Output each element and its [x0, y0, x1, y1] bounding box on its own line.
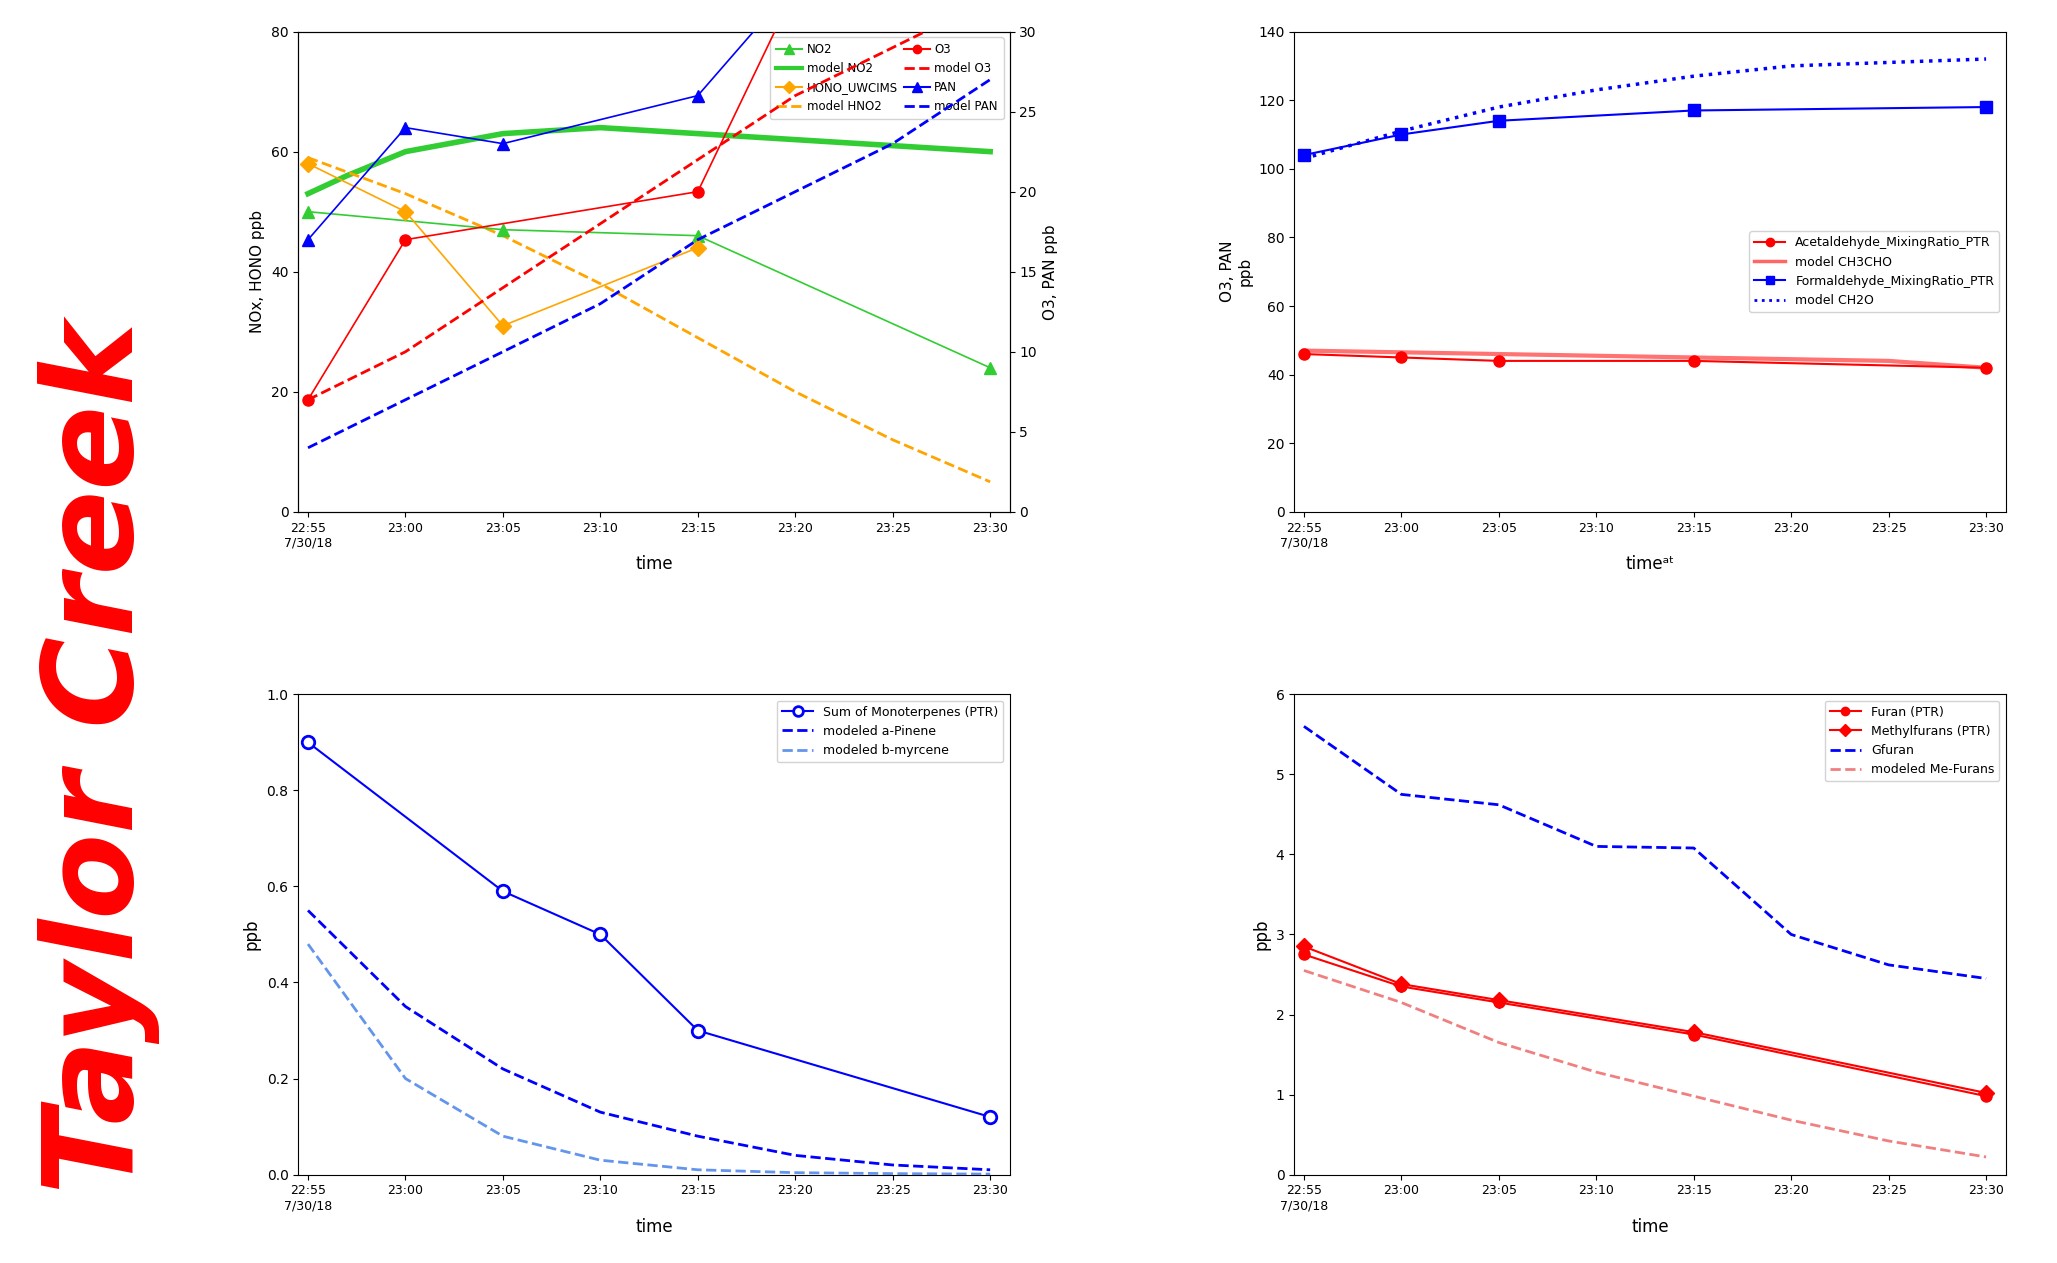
Legend: Acetaldehyde_MixingRatio_PTR, model CH3CHO, Formaldehyde_MixingRatio_PTR, model : Acetaldehyde_MixingRatio_PTR, model CH3C… [1748, 231, 1999, 312]
X-axis label: timeᵃᵗ: timeᵃᵗ [1625, 556, 1674, 573]
Legend: Furan (PTR), Methylfurans (PTR), Gfuran, modeled Me-Furans: Furan (PTR), Methylfurans (PTR), Gfuran,… [1825, 701, 1999, 782]
Y-axis label: O3, PAN ppb: O3, PAN ppb [1043, 224, 1057, 320]
Y-axis label: ppb: ppb [1253, 918, 1269, 950]
Text: Taylor Creek: Taylor Creek [37, 322, 160, 1194]
X-axis label: time: time [636, 1218, 673, 1236]
Y-axis label: ppb: ppb [243, 918, 261, 950]
X-axis label: time: time [636, 556, 673, 573]
Y-axis label: O3, PAN
ppb: O3, PAN ppb [1220, 241, 1253, 302]
Y-axis label: NOx, HONO ppb: NOx, HONO ppb [251, 210, 265, 333]
Legend: Sum of Monoterpenes (PTR), modeled a-Pinene, modeled b-myrcene: Sum of Monoterpenes (PTR), modeled a-Pin… [778, 701, 1004, 762]
Legend: NO2, model NO2, HONO_UWCIMS, model HNO2, O3, model O3, PAN, model PAN: NO2, model NO2, HONO_UWCIMS, model HNO2,… [769, 38, 1004, 119]
X-axis label: time: time [1631, 1218, 1668, 1236]
